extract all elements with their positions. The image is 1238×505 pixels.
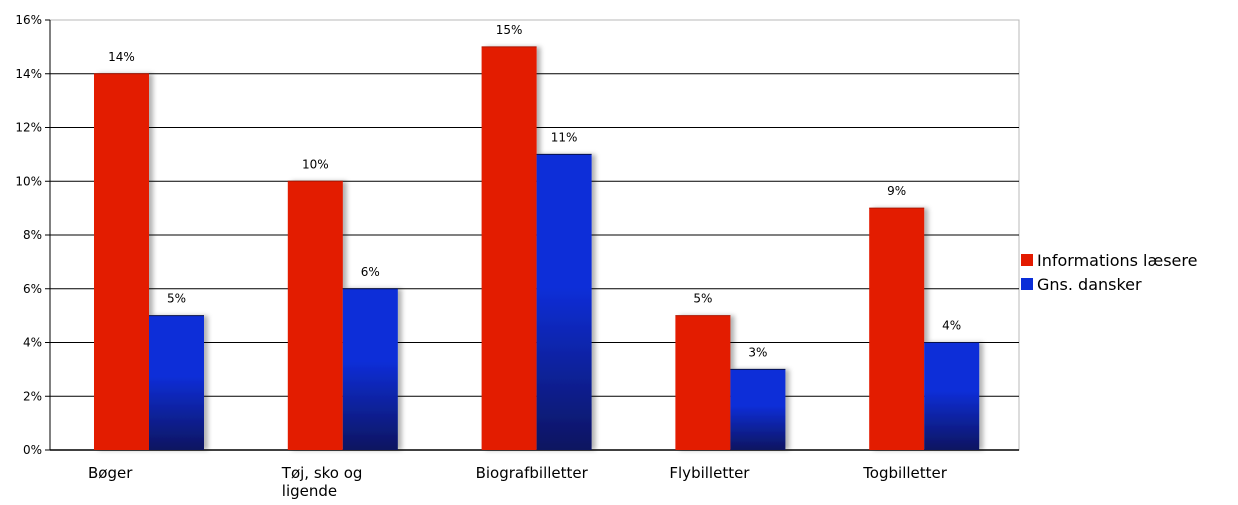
data-label: 3% xyxy=(748,345,767,359)
legend-swatch-gns-dansker xyxy=(1021,278,1033,290)
x-tick-label: Flybilletter xyxy=(669,464,750,482)
data-label: 14% xyxy=(108,50,135,64)
x-tick-label: Togbilletter xyxy=(862,464,948,482)
data-label: 11% xyxy=(551,130,578,144)
bar-gns-dansker xyxy=(924,342,980,450)
y-tick-label: 12% xyxy=(15,121,42,135)
x-tick-label-line: Bøger xyxy=(88,464,133,482)
bar-gns-dansker xyxy=(149,315,204,450)
legend-label: Informations læsere xyxy=(1037,251,1197,270)
x-tick-label-line: Flybilletter xyxy=(669,464,750,482)
bar-gns-dansker xyxy=(342,288,398,450)
data-label: 9% xyxy=(887,184,906,198)
x-tick-label: Bøger xyxy=(88,464,133,482)
x-tick-label: Tøj, sko og ligende xyxy=(281,464,363,500)
x-tick-label-line: Togbilletter xyxy=(862,464,948,482)
data-label: 15% xyxy=(496,23,523,37)
y-tick-label: 8% xyxy=(23,228,42,242)
data-labels: 14% 5% 10% 6% 15% 11% 5% 3% 9% 4% xyxy=(108,23,961,360)
y-tick-label: 14% xyxy=(15,67,42,81)
legend-label: Gns. dansker xyxy=(1037,275,1142,294)
data-label: 10% xyxy=(302,157,329,171)
data-label: 5% xyxy=(693,292,712,306)
data-label: 5% xyxy=(167,292,186,306)
y-axis: 0% 2% 4% 6% 8% 10% 12% 14% 16% xyxy=(15,13,1019,457)
legend: Informations læsere Gns. dansker xyxy=(1021,251,1197,294)
y-tick-label: 4% xyxy=(23,336,42,350)
x-tick-label-line: Biografbilletter xyxy=(476,464,589,482)
y-tick-label: 2% xyxy=(23,389,42,403)
data-label: 6% xyxy=(361,265,380,279)
x-tick-label-line: ligende xyxy=(282,482,337,500)
bar-gns-dansker xyxy=(730,369,786,450)
y-tick-label: 16% xyxy=(15,13,42,27)
bar-informations-laesere xyxy=(287,181,343,450)
x-tick-label-line: Tøj, sko og xyxy=(281,464,363,482)
bar-informations-laesere xyxy=(869,208,925,450)
y-tick-label: 10% xyxy=(15,174,42,188)
y-tick-label: 6% xyxy=(23,282,42,296)
y-tick-label: 0% xyxy=(23,443,42,457)
x-axis-categories: Bøger Tøj, sko og ligende Biografbilletter F… xyxy=(88,464,948,500)
data-label: 4% xyxy=(942,319,961,333)
bar-informations-laesere xyxy=(94,73,149,450)
legend-swatch-informations-laesere xyxy=(1021,254,1033,266)
x-tick-label: Biografbilletter xyxy=(476,464,589,482)
bar-informations-laesere xyxy=(675,315,731,450)
bar-gns-dansker xyxy=(536,154,592,450)
bars xyxy=(94,46,980,450)
bar-informations-laesere xyxy=(481,46,537,450)
